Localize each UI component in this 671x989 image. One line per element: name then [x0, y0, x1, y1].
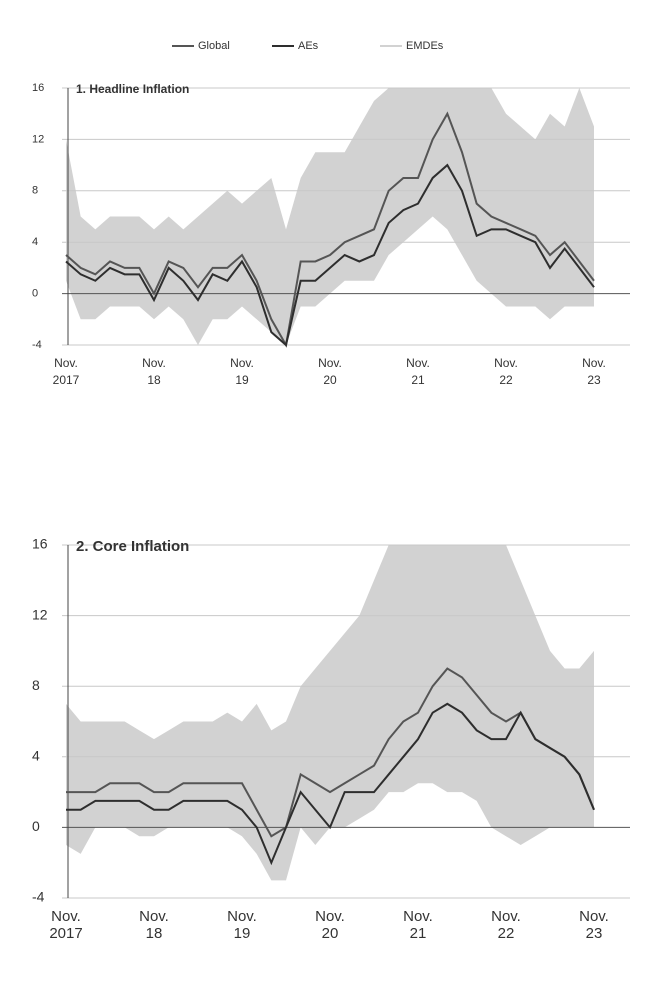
x-tick-label: Nov. 18 — [139, 908, 169, 942]
y-tick-label: 12 — [32, 133, 44, 145]
y-tick-label: 16 — [32, 536, 48, 552]
x-tick-label: Nov. 19 — [230, 356, 254, 387]
x-tick-label: Nov. 21 — [403, 908, 433, 942]
x-tick-label: Nov. 2017 — [52, 356, 80, 387]
x-tick-label: Nov. 21 — [406, 356, 430, 387]
y-tick-label: 8 — [32, 185, 38, 197]
y-tick-label: -4 — [32, 889, 45, 905]
panel-title: 1. Headline Inflation — [76, 82, 189, 96]
y-tick-label: 4 — [32, 748, 40, 764]
x-tick-label: Nov. 20 — [318, 356, 342, 387]
y-tick-label: 0 — [32, 818, 40, 834]
x-tick-label: Nov. 23 — [579, 908, 609, 942]
y-tick-label: 0 — [32, 288, 38, 300]
x-tick-label: Nov. 22 — [491, 908, 521, 942]
emde-band — [66, 88, 594, 345]
y-tick-label: 12 — [32, 606, 48, 622]
emde-band — [66, 545, 594, 881]
y-tick-label: -4 — [32, 339, 42, 351]
legend-label: Global — [198, 40, 230, 52]
legend-label: AEs — [298, 40, 319, 52]
x-tick-label: Nov. 20 — [315, 908, 345, 942]
series-line — [65, 163, 595, 347]
y-tick-label: 4 — [32, 236, 38, 248]
x-tick-label: Nov. 22 — [494, 356, 518, 387]
panel-title: 2. Core Inflation — [76, 538, 189, 555]
series-line — [65, 111, 595, 348]
series-line — [66, 667, 595, 838]
x-tick-label: Nov. 19 — [227, 908, 257, 942]
x-tick-label: Nov. 18 — [142, 356, 166, 387]
x-tick-label: Nov. 2017 — [49, 908, 83, 942]
x-tick-label: Nov. 23 — [582, 356, 606, 387]
legend-label: EMDEs — [406, 40, 444, 52]
series-line — [66, 702, 595, 866]
y-tick-label: 16 — [32, 82, 44, 94]
y-tick-label: 8 — [32, 677, 40, 693]
